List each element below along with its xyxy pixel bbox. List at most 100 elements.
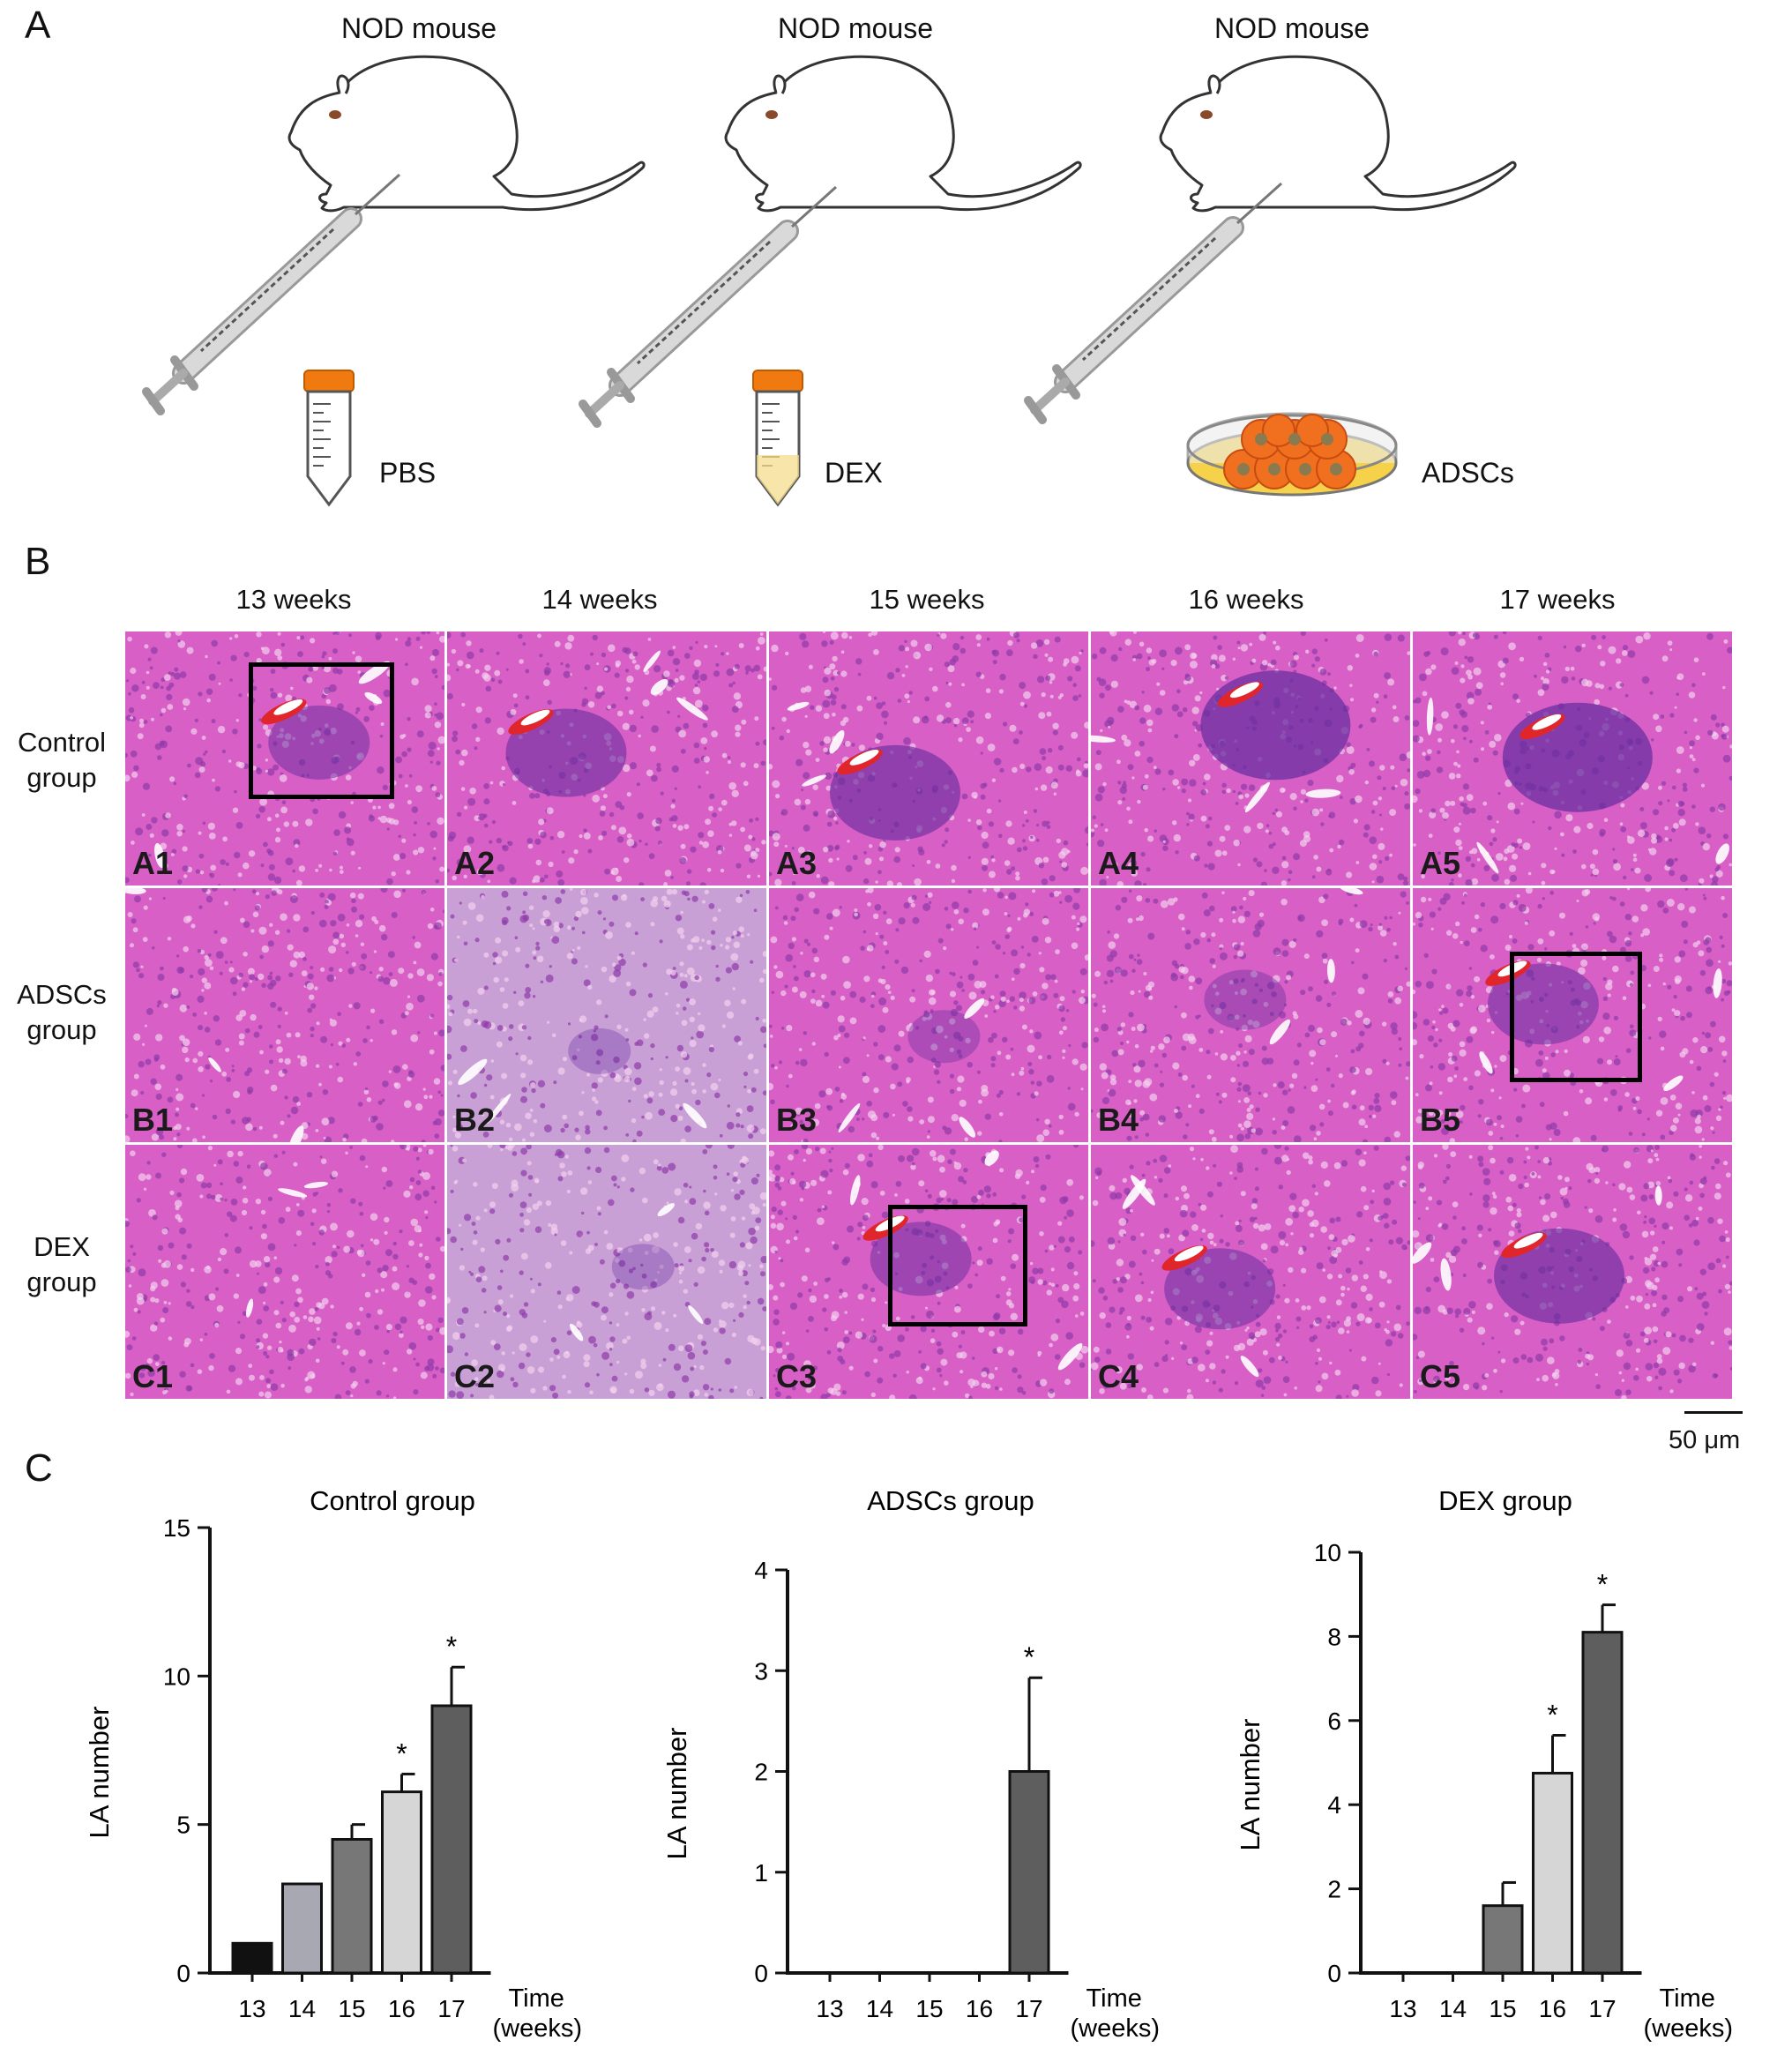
x-tick-label: 15 (1489, 1995, 1516, 2022)
tile-label: C2 (454, 1358, 496, 1394)
week-label-17: 17 weeks (1499, 584, 1616, 615)
histology-tile-a3: A3 (769, 631, 1088, 886)
y-tick-label: 15 (163, 1514, 190, 1542)
tile-label: C5 (1420, 1358, 1461, 1394)
tile-label: B1 (132, 1102, 174, 1138)
syringe-icon-1 (146, 175, 399, 411)
y-tick-label: 8 (1327, 1623, 1341, 1650)
row-label-control: Control group (18, 727, 106, 793)
agent-label-pbs: PBS (379, 457, 437, 489)
x-tick-label: 15 (338, 1995, 365, 2022)
y-tick-label: 10 (1314, 1539, 1341, 1566)
tile-label: C1 (132, 1358, 174, 1394)
x-tick-label: 17 (1588, 1995, 1616, 2022)
x-tick-label: 15 (915, 1995, 943, 2022)
x-tick-label: 14 (866, 1995, 893, 2022)
x-axis-label-units: (weeks) (1071, 2014, 1161, 2043)
region-of-interest-box (249, 662, 394, 799)
y-tick-label: 1 (754, 1859, 768, 1887)
histology-grid: A1 A2 A3 A4 A5 B1 B2 B3 B4 B5 C1 C2 C3 C4 C5 (125, 631, 1732, 1401)
x-axis-label-units: (weeks) (1644, 2014, 1734, 2043)
panel-letter-c: C (25, 1446, 53, 1490)
mouse-label-2: NOD mouse (777, 12, 934, 44)
significance-marker: * (1024, 1641, 1034, 1673)
week-label-14: 14 weeks (541, 584, 658, 615)
y-axis-label: LA number (84, 1707, 115, 1839)
x-tick-label: 13 (816, 1995, 843, 2022)
week-label-13: 13 weeks (235, 584, 352, 615)
histology-tile-a4: A4 (1091, 631, 1410, 886)
histology-tile-c5: C5 (1413, 1145, 1732, 1399)
bar-week-17 (430, 1704, 473, 1975)
agent-label-adscs: ADSCs (1422, 457, 1514, 489)
histology-tile-c3: C3 (769, 1145, 1088, 1399)
mouse-label-1: NOD mouse (340, 12, 497, 44)
histology-tile-a2: A2 (447, 631, 766, 886)
x-axis-label: Time (1086, 1984, 1142, 2013)
mouse-label-3: NOD mouse (1213, 12, 1370, 44)
y-tick-label: 10 (163, 1663, 190, 1690)
row-label-adscs: ADSCs group (17, 979, 107, 1045)
y-tick-label: 0 (176, 1960, 190, 1987)
chart-title: Control group (310, 1485, 475, 1516)
petri-dish-icon (1186, 412, 1398, 497)
bar-week-17 (1581, 1631, 1624, 1975)
tile-label: A4 (1098, 845, 1139, 881)
histology-tile-a5: A5 (1413, 631, 1732, 886)
tile-label: B3 (776, 1102, 818, 1138)
week-label-15: 15 weeks (869, 584, 985, 615)
agent-label-dex: DEX (825, 457, 883, 489)
x-tick-label: 17 (1015, 1995, 1042, 2022)
x-tick-label: 14 (288, 1995, 316, 2022)
tile-label: C3 (776, 1358, 818, 1394)
x-tick-label: 16 (966, 1995, 993, 2022)
chart-title: ADSCs group (867, 1485, 1034, 1516)
chart-title: DEX group (1438, 1485, 1572, 1516)
y-axis-label: LA number (661, 1728, 692, 1860)
histology-tile-b3: B3 (769, 888, 1088, 1142)
tile-label: B2 (454, 1102, 496, 1138)
tile-label: A5 (1420, 845, 1461, 881)
y-tick-label: 2 (1327, 1876, 1341, 1903)
mouse-icon-3 (1159, 55, 1517, 213)
row-label-dex: DEX group (26, 1231, 97, 1297)
panel-letter-b: B (25, 540, 51, 583)
x-tick-label: 13 (1389, 1995, 1416, 2022)
x-tick-label: 16 (1539, 1995, 1566, 2022)
significance-marker: * (396, 1737, 407, 1769)
histology-tile-a1: A1 (125, 631, 444, 886)
scale-bar-label: 50 μm (1669, 1426, 1741, 1454)
bar-week-14 (281, 1882, 323, 1975)
x-tick-label: 17 (437, 1995, 465, 2022)
syringe-icon-3 (1028, 183, 1281, 420)
tile-label: C4 (1098, 1358, 1139, 1394)
y-tick-label: 5 (176, 1812, 190, 1839)
y-tick-label: 4 (754, 1557, 768, 1584)
y-tick-label: 0 (754, 1960, 768, 1987)
x-axis-label: Time (509, 1984, 564, 2013)
y-tick-label: 2 (754, 1759, 768, 1786)
bar-week-16 (381, 1790, 422, 1975)
panel-letter-a: A (25, 4, 51, 47)
histology-tile-c4: C4 (1091, 1145, 1410, 1399)
x-tick-label: 13 (238, 1995, 265, 2022)
bar-week-13 (231, 1941, 273, 1975)
treatment-schematic (0, 55, 1517, 506)
bar-week-16 (1532, 1771, 1573, 1975)
x-axis-label: Time (1660, 1984, 1715, 2013)
tile-label: B5 (1420, 1102, 1461, 1138)
significance-marker: * (1597, 1569, 1608, 1601)
bar-week-15 (1482, 1904, 1524, 1975)
region-of-interest-box (888, 1205, 1027, 1326)
y-tick-label: 4 (1327, 1791, 1341, 1819)
x-tick-label: 14 (1439, 1995, 1467, 2022)
week-label-16: 16 weeks (1188, 584, 1304, 615)
tile-label: B4 (1098, 1102, 1139, 1138)
histology-tile-b4: B4 (1091, 888, 1410, 1142)
x-tick-label: 16 (388, 1995, 415, 2022)
mouse-icon-2 (724, 55, 1082, 213)
histology-tile-c1: C1 (125, 1145, 444, 1399)
tile-label: A1 (132, 845, 174, 881)
mouse-icon-1 (287, 55, 646, 213)
